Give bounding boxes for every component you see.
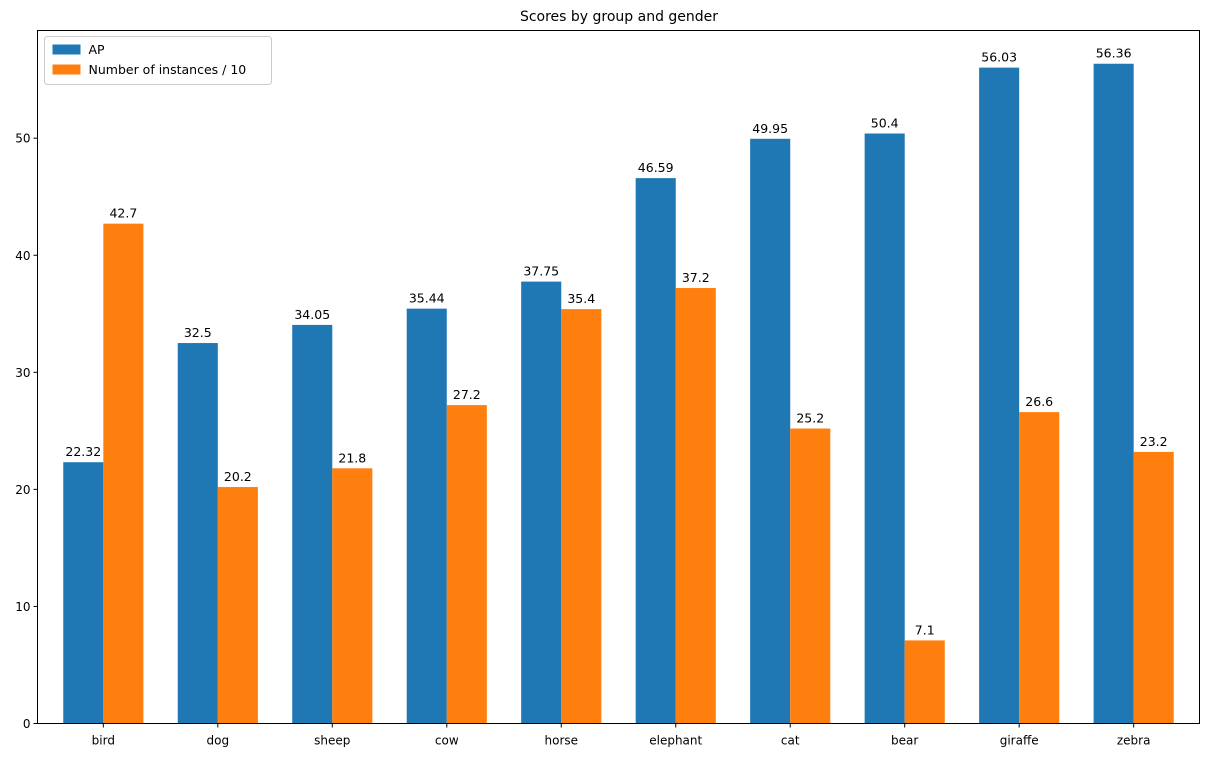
bar-instances-dog <box>217 487 258 724</box>
legend-swatch-ap <box>52 44 81 55</box>
x-tick-label-horse: horse <box>545 734 579 748</box>
x-tick-label-cow: cow <box>435 734 459 748</box>
data-label-instances-bear: 7.1 <box>915 622 935 637</box>
plot-frame <box>37 30 1200 724</box>
data-label-instances-horse: 35.4 <box>567 291 595 306</box>
data-label-ap-sheep: 34.05 <box>294 307 330 322</box>
data-label-instances-dog: 20.2 <box>224 469 252 484</box>
bar-instances-cow <box>446 405 487 724</box>
x-tick-label-sheep: sheep <box>314 734 350 748</box>
data-labels-group: 22.32 32.5 34.05 35.44 37.75 46.59 49.95 50.4 56… <box>65 46 1167 638</box>
x-tick-label-elephant: elephant <box>649 734 702 748</box>
bar-ap-elephant <box>635 178 676 724</box>
bar-instances-sheep <box>332 468 373 724</box>
legend-label-instances: Number of instances / 10 <box>89 62 247 77</box>
y-tick-label-10: 10 <box>15 600 30 614</box>
x-tick-label-zebra: zebra <box>1117 734 1151 748</box>
bars-group <box>63 63 1174 724</box>
bar-ap-giraffe <box>979 67 1020 724</box>
bar-instances-bear <box>904 640 945 724</box>
bar-instances-horse <box>561 309 602 724</box>
bar-ap-horse <box>521 281 562 724</box>
y-tick-label-0: 0 <box>23 717 31 731</box>
bar-instances-bird <box>103 223 144 724</box>
x-tick-label-cat: cat <box>781 734 800 748</box>
bar-ap-bear <box>864 133 905 724</box>
data-label-instances-cow: 27.2 <box>453 387 481 402</box>
data-label-ap-cat: 49.95 <box>752 121 788 136</box>
x-tick-label-bear: bear <box>891 734 918 748</box>
bar-ap-bird <box>63 462 104 724</box>
legend: AP Number of instances / 10 <box>44 36 272 85</box>
bar-ap-zebra <box>1093 63 1134 724</box>
legend-label-ap: AP <box>89 42 106 57</box>
data-label-instances-sheep: 21.8 <box>338 450 366 465</box>
data-label-instances-giraffe: 26.6 <box>1025 394 1053 409</box>
data-label-ap-bird: 22.32 <box>65 444 101 459</box>
x-axis: bird dog sheep cow horse elephant cat bear giraf… <box>92 723 1151 748</box>
x-tick-label-giraffe: giraffe <box>1000 734 1039 748</box>
data-label-instances-zebra: 23.2 <box>1140 434 1168 449</box>
data-label-ap-cow: 35.44 <box>409 291 445 306</box>
x-tick-label-bird: bird <box>92 734 115 748</box>
y-tick-label-20: 20 <box>15 483 30 497</box>
legend-box <box>44 36 272 85</box>
chart-title: Scores by group and gender <box>520 9 718 25</box>
data-label-instances-cat: 25.2 <box>796 411 824 426</box>
legend-swatch-instances <box>52 64 81 75</box>
data-label-ap-dog: 32.5 <box>184 325 212 340</box>
y-tick-label-30: 30 <box>15 366 30 380</box>
data-label-instances-bird: 42.7 <box>109 206 137 221</box>
bar-ap-sheep <box>292 324 333 724</box>
y-axis: 0 10 20 30 40 50 <box>15 132 38 731</box>
data-label-ap-zebra: 56.36 <box>1096 46 1132 61</box>
bar-instances-elephant <box>675 288 716 724</box>
bar-instances-zebra <box>1133 451 1174 724</box>
y-tick-label-50: 50 <box>15 132 30 146</box>
x-tick-label-dog: dog <box>207 734 230 748</box>
data-label-ap-giraffe: 56.03 <box>981 50 1017 65</box>
bar-instances-giraffe <box>1019 412 1060 724</box>
data-label-instances-elephant: 37.2 <box>682 270 710 285</box>
data-label-ap-bear: 50.4 <box>871 116 899 131</box>
bar-ap-cow <box>406 308 447 724</box>
data-label-ap-horse: 37.75 <box>523 264 559 279</box>
bar-ap-cat <box>750 138 791 724</box>
data-label-ap-elephant: 46.59 <box>638 160 674 175</box>
bar-instances-cat <box>790 428 831 724</box>
y-tick-label-40: 40 <box>15 249 30 263</box>
bar-ap-dog <box>177 343 218 724</box>
